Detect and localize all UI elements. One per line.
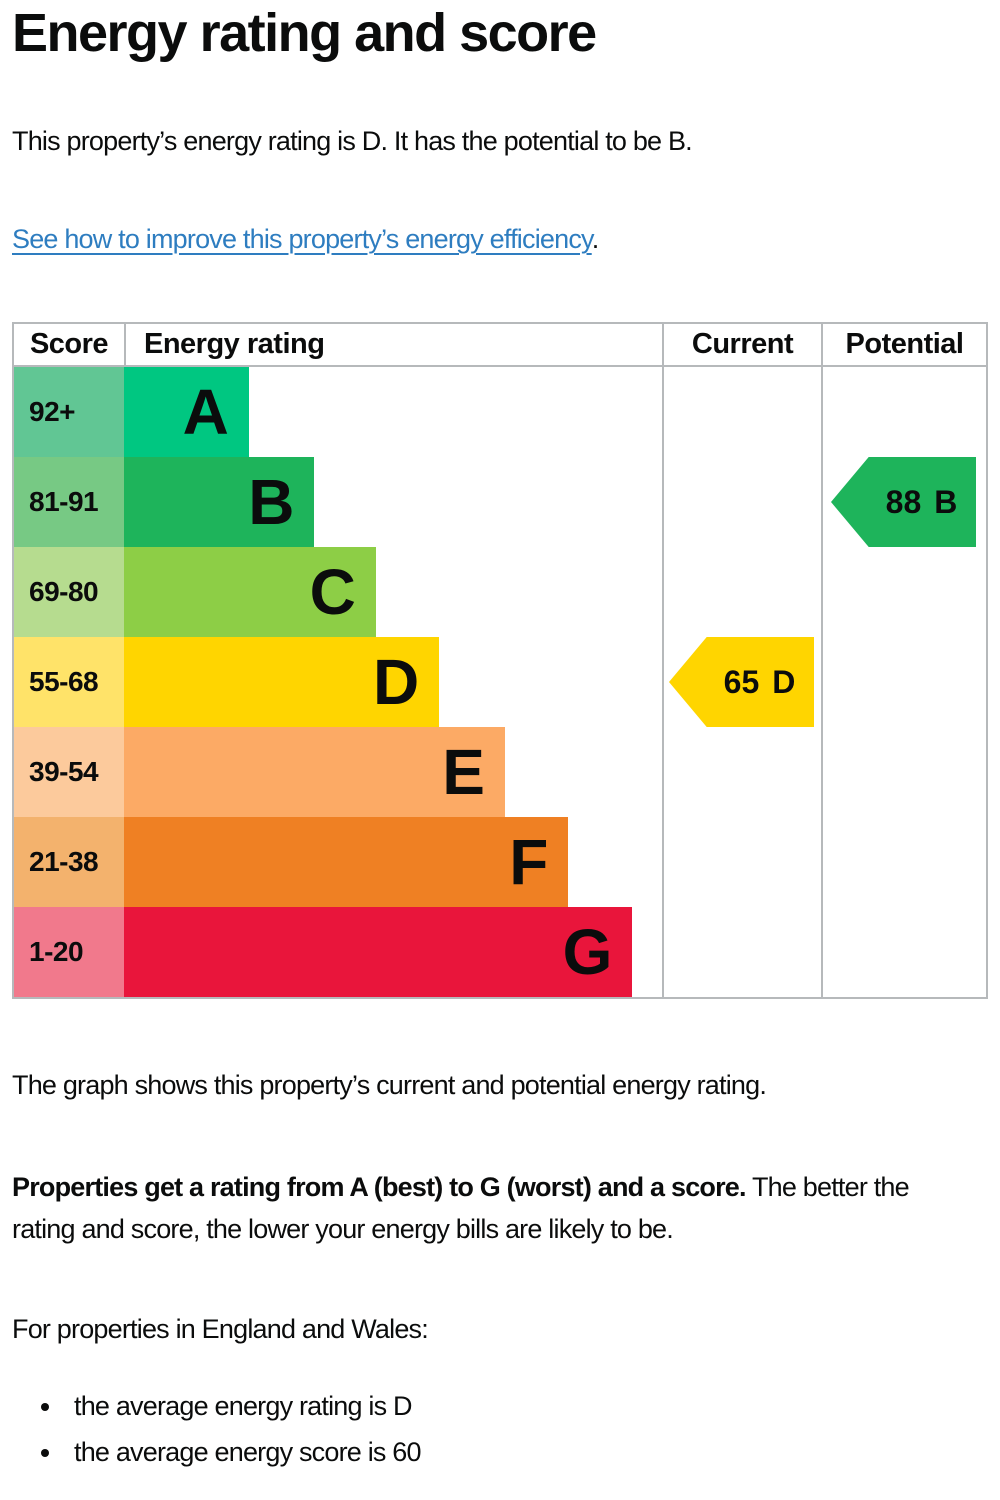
current-column: Current 65 D <box>662 324 821 997</box>
band-bar-g: G <box>124 907 633 997</box>
score-cell-g: 1-20 <box>14 907 124 997</box>
link-period: . <box>591 224 599 254</box>
header-score: Score <box>29 328 109 360</box>
band-bar-f: F <box>124 817 569 907</box>
potential-column: Potential 88 B <box>821 324 986 997</box>
rating-row-d: 55-68 D <box>14 637 662 727</box>
header-divider-line <box>14 365 986 367</box>
band-letter-c: C <box>309 556 356 628</box>
band-letter-d: D <box>373 646 420 718</box>
band-bar-e: E <box>124 727 505 817</box>
rating-row-c: 69-80 C <box>14 547 662 637</box>
potential-score-value: 88 <box>885 483 922 520</box>
rating-rows: 92+ A 81-91 B 69-80 <box>14 367 662 997</box>
intro-text: This property’s energy rating is D. It h… <box>12 126 693 156</box>
score-cell-d: 55-68 <box>14 637 124 727</box>
band-track-e: E <box>124 727 662 817</box>
chart-header-row: Score Energy rating <box>14 324 986 365</box>
score-cell-b: 81-91 <box>14 457 124 547</box>
band-track-c: C <box>124 547 662 637</box>
rating-explanation: Properties get a rating from A (best) to… <box>12 1166 978 1250</box>
band-bar-b: B <box>124 457 315 547</box>
band-track-f: F <box>124 817 662 907</box>
score-cell-c: 69-80 <box>14 547 124 637</box>
band-track-b: B <box>124 457 662 547</box>
potential-rating-arrow: 88 B <box>831 457 976 547</box>
band-letter-e: E <box>442 736 485 808</box>
band-letter-b: B <box>248 466 295 538</box>
band-letter-a: A <box>182 376 229 448</box>
band-letter-f: F <box>509 826 549 898</box>
score-cell-a: 92+ <box>14 367 124 457</box>
rating-row-a: 92+ A <box>14 367 662 457</box>
score-cell-e: 39-54 <box>14 727 124 817</box>
band-track-a: A <box>124 367 662 457</box>
page-title: Energy rating and score <box>12 3 597 63</box>
score-cell-f: 21-38 <box>14 817 124 907</box>
rating-row-g: 1-20 G <box>14 907 662 997</box>
rating-explanation-rest: The better the rating and score, the low… <box>12 1172 910 1244</box>
energy-rating-chart: Score Energy rating 92+ A 81-91 B <box>12 322 988 999</box>
band-track-d: D <box>124 637 662 727</box>
header-current: Current <box>691 328 794 360</box>
average-rating-item: the average energy rating is D <box>64 1388 421 1424</box>
graph-caption: The graph shows this property’s current … <box>12 1070 767 1100</box>
averages-list: the average energy rating is D the avera… <box>12 1388 422 1480</box>
header-potential: Potential <box>845 328 964 360</box>
band-bar-c: C <box>124 547 376 637</box>
band-bar-d: D <box>124 637 440 727</box>
band-letter-g: G <box>562 916 613 988</box>
improve-efficiency-link[interactable]: See how to improve this property’s energ… <box>12 224 593 254</box>
current-rating-arrow: 65 D <box>669 637 814 727</box>
current-score-value: 65 <box>723 663 760 700</box>
rating-explanation-bold: Properties get a rating from A (best) to… <box>12 1172 747 1202</box>
band-bar-a: A <box>124 367 249 457</box>
improve-link-paragraph: See how to improve this property’s energ… <box>12 224 599 255</box>
header-energy-rating: Energy rating <box>124 324 986 365</box>
region-heading: For properties in England and Wales: <box>12 1314 429 1344</box>
rating-row-f: 21-38 F <box>14 817 662 907</box>
average-score-item: the average energy score is 60 <box>64 1434 422 1470</box>
band-track-g: G <box>124 907 662 997</box>
rating-row-b: 81-91 B <box>14 457 662 547</box>
potential-rating-letter: B <box>934 483 958 520</box>
rating-row-e: 39-54 E <box>14 727 662 817</box>
current-rating-letter: D <box>772 663 796 700</box>
